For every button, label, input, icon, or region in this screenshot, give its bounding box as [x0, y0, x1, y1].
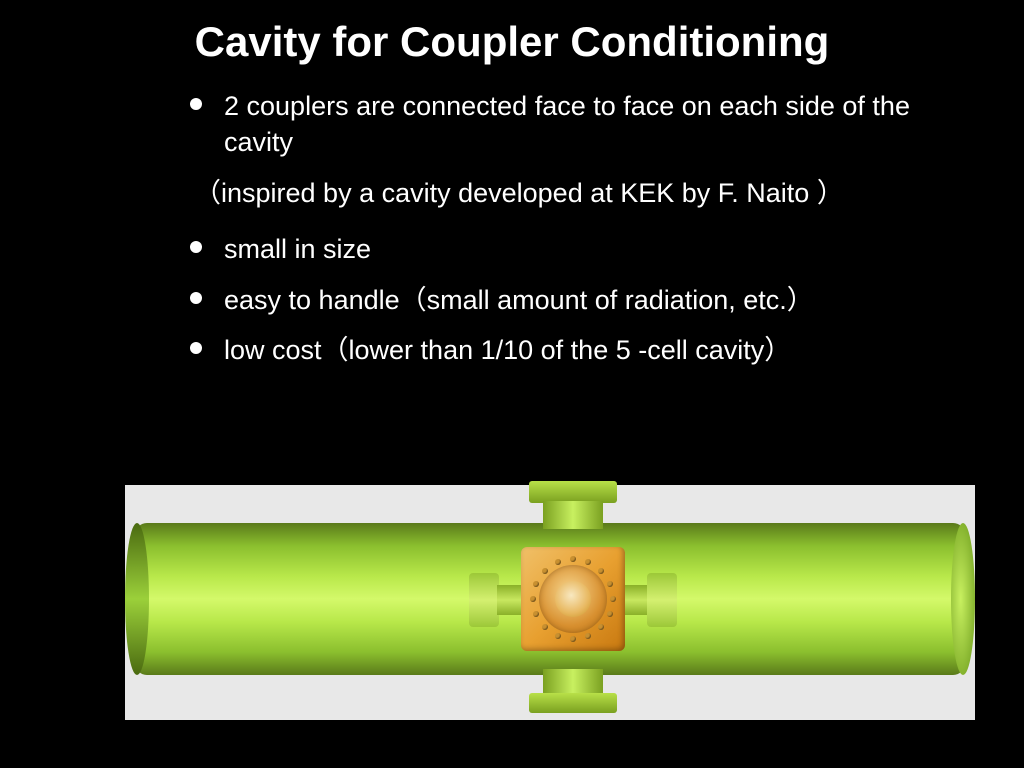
cylinder-end-left	[125, 523, 149, 675]
bolt-icon	[570, 636, 576, 642]
bolt-icon	[555, 633, 561, 639]
slide-content: 2 couplers are connected face to face on…	[190, 88, 970, 383]
bullet-icon	[190, 292, 202, 304]
bullet-text: low cost（lower than 1/10 of the 5 -cell …	[224, 332, 791, 368]
bullet-text: easy to handle（small amount of radiation…	[224, 282, 814, 318]
cavity-diagram	[125, 485, 975, 720]
top-neck	[543, 501, 603, 529]
sub-note-text: （inspired by a cavity developed at KEK b…	[194, 175, 970, 211]
slide-title: Cavity for Coupler Conditioning	[0, 18, 1024, 66]
bullet-icon	[190, 98, 202, 110]
bullet-item: small in size	[190, 231, 970, 267]
bullet-item: easy to handle（small amount of radiation…	[190, 282, 970, 318]
bottom-neck	[543, 669, 603, 695]
bolt-icon	[542, 624, 548, 630]
bolt-icon	[607, 581, 613, 587]
right-pipe	[621, 585, 649, 615]
bullet-item: low cost（lower than 1/10 of the 5 -cell …	[190, 332, 970, 368]
bolt-icon	[530, 596, 536, 602]
bolt-icon	[570, 556, 576, 562]
bullet-text: small in size	[224, 231, 371, 267]
right-flange	[647, 573, 677, 627]
bolt-icon	[598, 568, 604, 574]
top-flange	[529, 481, 617, 503]
slide: Cavity for Coupler Conditioning 2 couple…	[0, 0, 1024, 768]
bullet-icon	[190, 241, 202, 253]
bullet-item: 2 couplers are connected face to face on…	[190, 88, 970, 161]
bolt-icon	[555, 559, 561, 565]
cylinder-end-right	[951, 523, 975, 675]
bullet-text: 2 couplers are connected face to face on…	[224, 88, 970, 161]
bolt-icon	[610, 596, 616, 602]
left-flange	[469, 573, 499, 627]
bolt-icon	[533, 581, 539, 587]
bolt-icon	[542, 568, 548, 574]
bullet-icon	[190, 342, 202, 354]
center-hole	[555, 581, 591, 617]
bottom-flange	[529, 693, 617, 713]
